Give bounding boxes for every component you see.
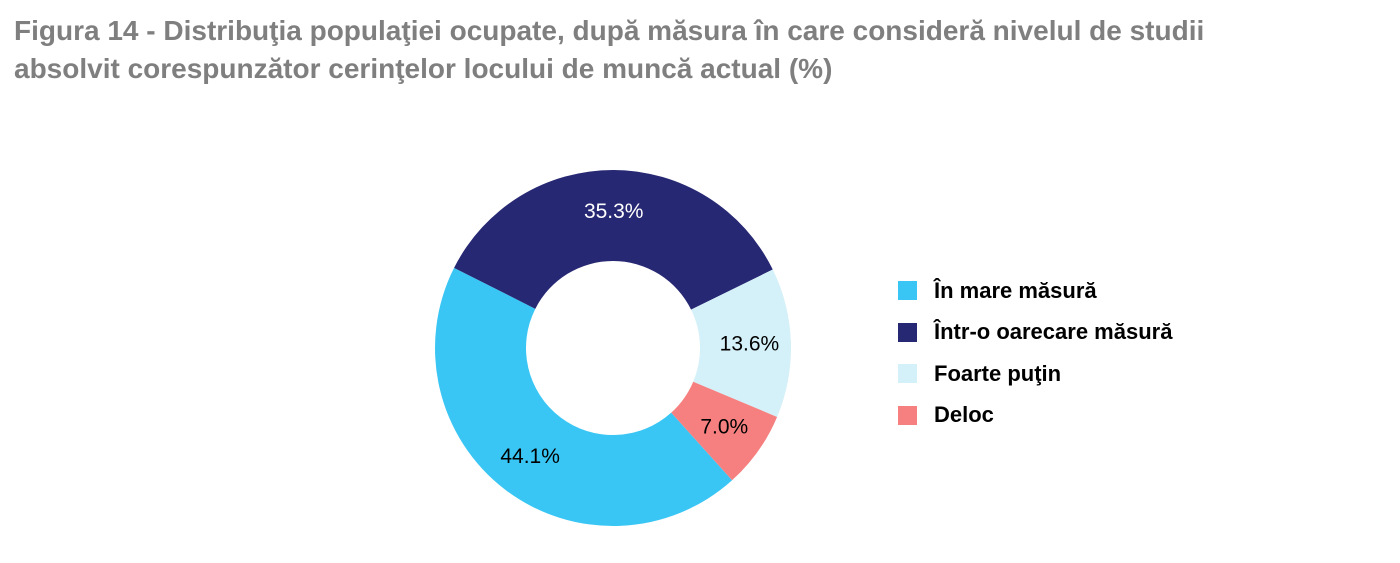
legend-swatch <box>898 364 917 384</box>
legend-swatch <box>898 281 917 301</box>
legend-label: Într-o oarecare măsură <box>934 319 1173 345</box>
chart-title-line-1: Figura 14 - Distribuţia populaţiei ocupa… <box>14 15 1205 46</box>
data-label-1: 35.3% <box>584 200 644 223</box>
donut-data-labels: 44.1% 35.3% 13.6% 7.0% <box>500 200 779 468</box>
chart-title: Figura 14 - Distribuţia populaţiei ocupa… <box>14 12 1400 88</box>
legend-label: Foarte puţin <box>934 360 1062 386</box>
legend-item-2: Foarte puţin <box>898 353 1172 395</box>
legend-swatch <box>898 322 917 342</box>
donut-slice-2 <box>691 269 791 417</box>
chart-title-line-2: absolvit corespunzător cerinţelor loculu… <box>14 53 833 84</box>
donut-slice-3 <box>671 381 778 481</box>
legend-label: Deloc <box>934 402 994 428</box>
data-label-3: 7.0% <box>700 416 748 439</box>
legend-swatch <box>898 405 917 425</box>
donut-slices <box>434 169 791 526</box>
legend-item-1: Într-o oarecare măsură <box>898 312 1172 354</box>
data-label-0: 44.1% <box>500 445 560 468</box>
chart-legend: În mare măsură Într-o oarecare măsură Foar… <box>898 270 1172 436</box>
legend-label: În mare măsură <box>934 277 1097 303</box>
legend-item-3: Deloc <box>898 395 1172 437</box>
legend-item-0: În mare măsură <box>898 270 1172 312</box>
donut-slice-1 <box>454 169 773 310</box>
donut-slice-0 <box>434 267 733 526</box>
data-label-2: 13.6% <box>720 332 780 355</box>
